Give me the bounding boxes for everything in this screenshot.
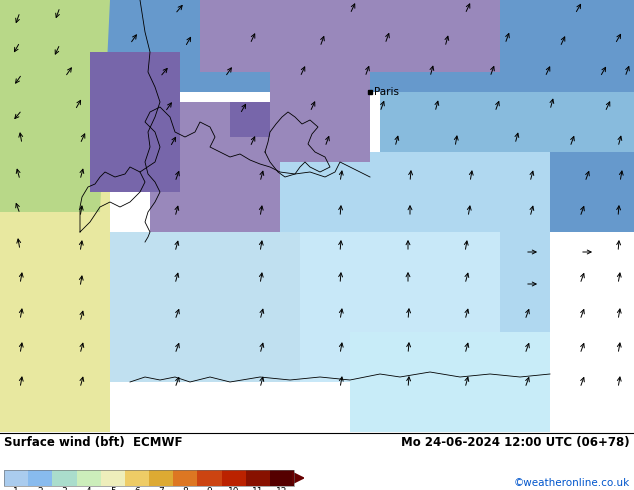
Bar [53, 470, 77, 486]
Polygon shape [380, 0, 634, 152]
Text: 12: 12 [276, 487, 288, 490]
Polygon shape [90, 52, 180, 192]
Polygon shape [350, 332, 550, 432]
Text: Paris: Paris [374, 87, 399, 97]
Text: 1: 1 [13, 487, 19, 490]
Polygon shape [480, 0, 634, 232]
Polygon shape [0, 0, 110, 212]
Bar [173, 470, 197, 486]
Text: 9: 9 [207, 487, 212, 490]
Text: 7: 7 [158, 487, 164, 490]
Polygon shape [0, 0, 110, 432]
Text: 2: 2 [37, 487, 43, 490]
Text: 3: 3 [61, 487, 67, 490]
Polygon shape [100, 0, 634, 92]
Polygon shape [230, 102, 270, 137]
Polygon shape [200, 0, 500, 72]
Polygon shape [150, 102, 280, 232]
Bar [77, 470, 101, 486]
Bar [4, 470, 28, 486]
Bar [4, 470, 294, 486]
Bar [221, 470, 245, 486]
Text: 5: 5 [110, 487, 115, 490]
Text: 11: 11 [252, 487, 264, 490]
Bar [270, 470, 294, 486]
Polygon shape [110, 232, 300, 382]
Text: Surface wind (bft)  ECMWF: Surface wind (bft) ECMWF [4, 436, 183, 449]
Polygon shape [270, 72, 370, 162]
Polygon shape [0, 312, 110, 432]
Polygon shape [300, 232, 500, 382]
Text: ©weatheronline.co.uk: ©weatheronline.co.uk [514, 478, 630, 488]
Text: 4: 4 [86, 487, 91, 490]
Bar [245, 470, 270, 486]
Text: 10: 10 [228, 487, 239, 490]
Bar [197, 470, 221, 486]
Bar [125, 470, 149, 486]
Text: 8: 8 [183, 487, 188, 490]
Polygon shape [200, 152, 550, 382]
Bar [28, 470, 53, 486]
Bar [149, 470, 173, 486]
Text: 6: 6 [134, 487, 139, 490]
Bar [101, 470, 125, 486]
Text: Mo 24-06-2024 12:00 UTC (06+78): Mo 24-06-2024 12:00 UTC (06+78) [401, 436, 630, 449]
